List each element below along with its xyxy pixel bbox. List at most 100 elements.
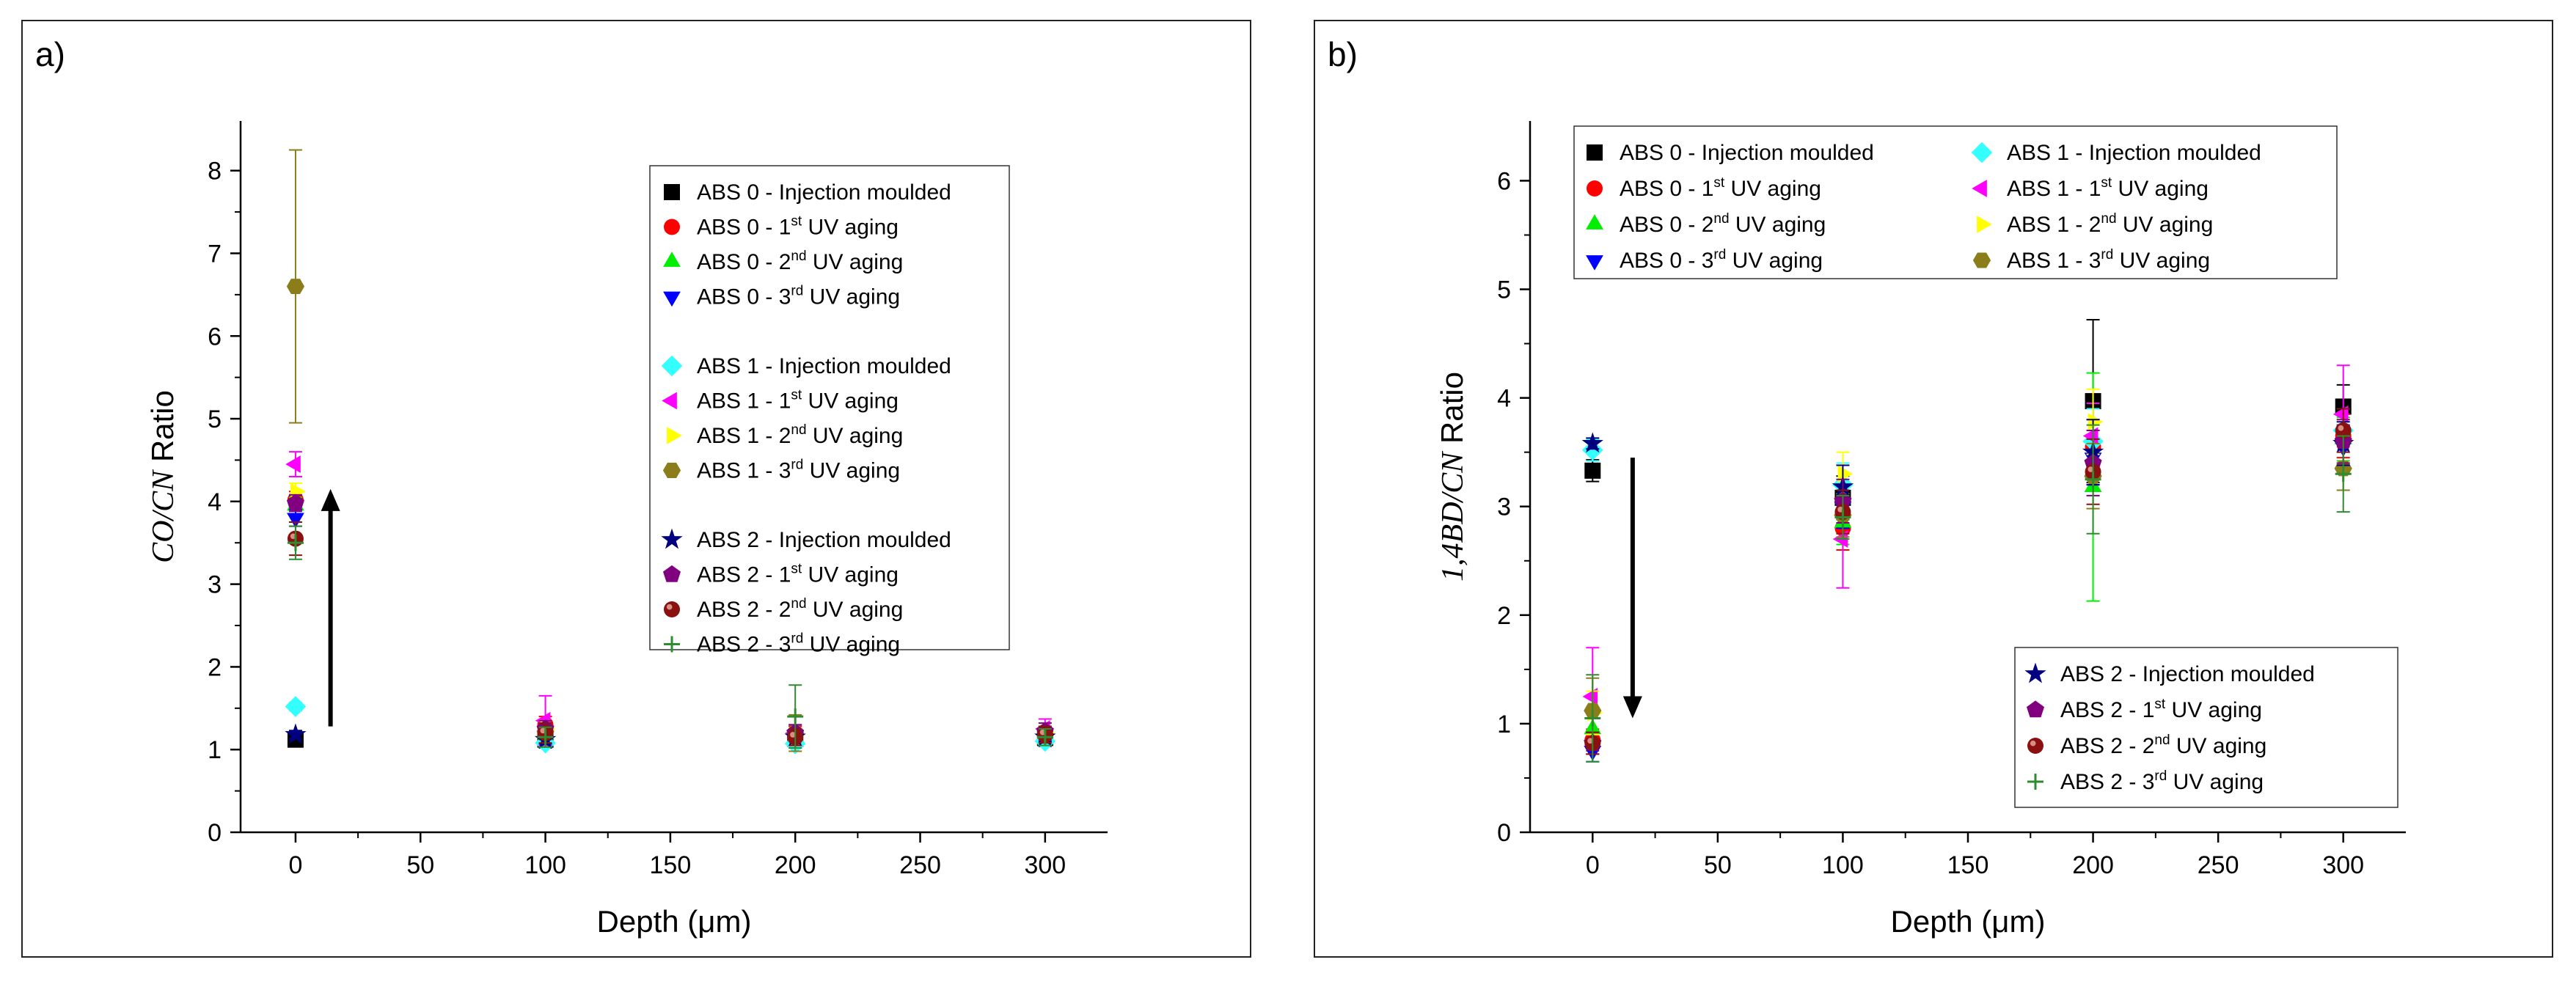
data-point-shape	[285, 455, 301, 473]
data-point	[285, 696, 307, 717]
legend-label-main: ABS 2 - 2	[2060, 734, 2154, 758]
legend-label-sup: nd	[2101, 211, 2116, 227]
data-point-highlight	[2087, 466, 2094, 472]
legend-label: ABS 0 - Injection moulded	[697, 180, 951, 205]
data-point-shape	[1834, 509, 1851, 526]
legend-item: ABS 0 - 1st UV aging	[1587, 175, 1821, 201]
legend-item: ABS 1 - Injection moulded	[661, 354, 951, 378]
legend-box	[2014, 647, 2398, 808]
trend-arrow-head	[1622, 696, 1642, 719]
data-point-shape	[1581, 439, 1603, 461]
legend-label-sup: rd	[2154, 768, 2167, 784]
legend-label: ABS 0 - 1st UV aging	[697, 214, 899, 240]
x-tick-label: 50	[406, 851, 434, 879]
data-point-shape	[2082, 427, 2099, 445]
legend-marker	[2027, 774, 2043, 790]
data-point-shape	[2087, 413, 2104, 431]
data-point-highlight	[1587, 738, 1593, 744]
data-point	[285, 455, 301, 473]
data-point-shape	[285, 723, 307, 744]
legend-label: ABS 2 - 2nd UV aging	[697, 596, 903, 622]
legend-marker-shape	[661, 528, 683, 549]
data-point	[1581, 439, 1603, 461]
legend-marker	[2027, 738, 2043, 754]
legend-label: ABS 1 - 2nd UV aging	[697, 422, 903, 448]
data-point	[285, 723, 307, 744]
legend-item: ABS 2 - Injection moulded	[661, 528, 951, 552]
legend-marker	[664, 219, 680, 235]
x-tick-label: 250	[2198, 851, 2239, 879]
x-tick-label: 200	[2072, 851, 2114, 879]
legend-marker-shape	[662, 565, 681, 582]
legend-marker-shape	[1587, 180, 1603, 197]
legend-label: ABS 2 - 3rd UV aging	[2060, 768, 2264, 794]
legend-label: ABS 1 - 1st UV aging	[2007, 175, 2209, 201]
legend-marker	[1972, 180, 1987, 197]
legend-box	[649, 165, 1010, 650]
y-tick-label: 5	[1497, 276, 1511, 304]
data-point-highlight	[2338, 425, 2344, 431]
legend-label-main: ABS 0 - 2	[1620, 213, 1713, 237]
y-tick-label: 6	[208, 323, 222, 351]
data-point-shape	[1584, 462, 1601, 479]
legend-label-main: ABS 1 - 3	[697, 459, 791, 483]
legend-marker-shape	[2026, 700, 2045, 718]
legend-label-main: ABS 0 - 2	[697, 250, 791, 274]
legend-marker	[662, 463, 681, 478]
x-tick-label: 200	[775, 851, 816, 879]
x-tick-label: 0	[1586, 851, 1600, 879]
legend: ABS 2 - Injection moulded ABS 2 - 1st UV …	[2014, 647, 2398, 808]
legend-label-sup: rd	[791, 284, 803, 299]
legend-label-tail: UV aging	[803, 459, 900, 483]
y-tick-label: 8	[208, 158, 222, 186]
legend-label: ABS 2 - 2nd UV aging	[2060, 733, 2266, 758]
legend-label-sup: st	[791, 388, 802, 403]
data-point-shape	[537, 729, 554, 746]
legend-label-sup: st	[1713, 175, 1725, 191]
data-point	[2087, 413, 2104, 431]
legend-label: ABS 2 - 1st UV aging	[2060, 697, 2262, 722]
x-tick-label: 150	[650, 851, 692, 879]
legend-label-tail: UV aging	[1726, 249, 1823, 273]
x-tick-label: 100	[1822, 851, 1864, 879]
legend-label-main: ABS 1 - 1	[697, 389, 791, 414]
legend-marker-shape	[664, 219, 680, 235]
x-tick-label: 0	[288, 851, 302, 879]
legend-label-sup: rd	[791, 631, 803, 647]
legend-marker-shape	[2027, 774, 2043, 790]
legend-label: ABS 2 - 1st UV aging	[697, 562, 899, 587]
legend-item: ABS 0 - Injection moulded	[1587, 141, 1874, 165]
data-point	[1584, 462, 1601, 479]
legend-marker	[1587, 144, 1603, 161]
legend-marker-shape	[1587, 144, 1603, 161]
legend-label-tail: UV aging	[2113, 249, 2210, 273]
legend-marker	[1971, 142, 1993, 164]
legend-label-main: ABS 2 - Injection moulded	[2060, 662, 2315, 686]
legend-label-sup: rd	[2101, 247, 2113, 263]
legend-marker	[667, 427, 682, 444]
legend-item: ABS 2 - 3rd UV aging	[2027, 768, 2264, 794]
legend-label: ABS 1 - 3rd UV aging	[697, 458, 900, 483]
data-point	[2332, 405, 2349, 423]
legend-box	[1573, 125, 2338, 279]
legend-marker	[1586, 214, 1603, 230]
data-point	[287, 513, 304, 529]
legend-label-main: ABS 2 - 3	[2060, 770, 2154, 794]
legend-label: ABS 0 - 2nd UV aging	[697, 249, 903, 274]
legend-label-main: ABS 2 - Injection moulded	[697, 528, 951, 552]
legend-marker-shape	[662, 463, 681, 478]
legend-label: ABS 1 - 1st UV aging	[697, 388, 899, 414]
data-point-shape	[1584, 710, 1601, 727]
data-point-shape	[1036, 729, 1053, 746]
legend-label-sup: nd	[2154, 733, 2170, 748]
legend-marker-highlight	[666, 603, 673, 610]
legend-label-main: ABS 2 - 3	[697, 633, 791, 657]
legend-label-main: ABS 1 - Injection moulded	[2007, 141, 2261, 165]
legend-marker	[663, 252, 681, 267]
trend-arrow-head	[321, 488, 340, 511]
y-tick-label: 4	[1497, 385, 1511, 413]
legend-item: ABS 1 - 3rd UV aging	[662, 458, 900, 483]
legend-label: ABS 0 - 1st UV aging	[1620, 175, 1821, 201]
legend-label: ABS 2 - Injection moulded	[2060, 662, 2315, 686]
data-point-shape	[2085, 471, 2101, 488]
